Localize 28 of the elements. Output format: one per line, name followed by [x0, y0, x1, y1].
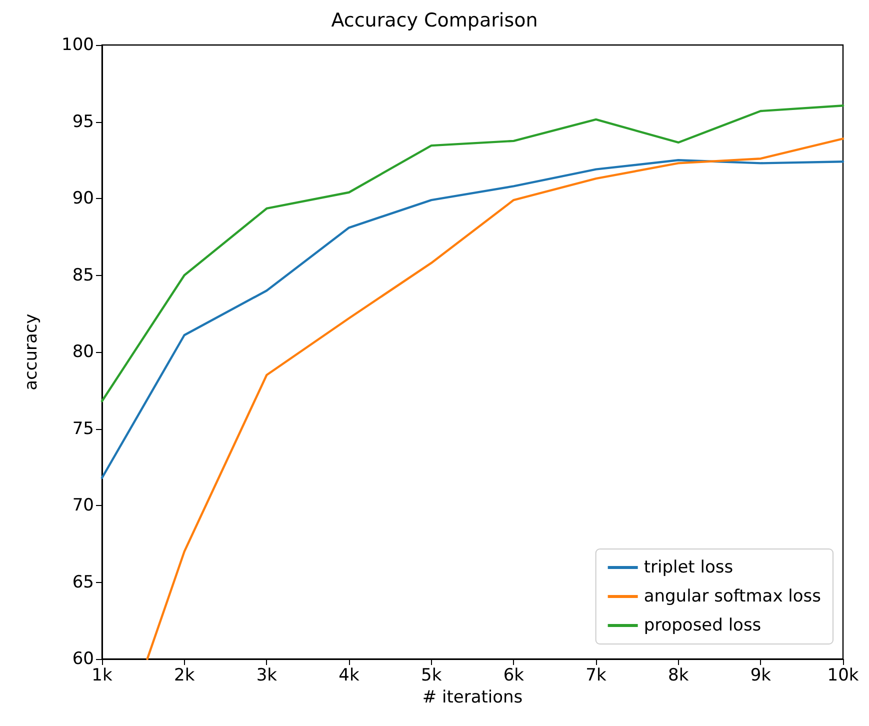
x-tick-label: 8k [668, 666, 689, 686]
x-tick-label: 9k [750, 666, 772, 686]
y-tick-label: 100 [62, 35, 94, 55]
legend-label: proposed loss [644, 616, 762, 636]
y-tick-label: 95 [72, 112, 94, 132]
x-tick-label: 1k [92, 666, 112, 686]
line-series [100, 159, 844, 479]
y-axis-title: accuracy [22, 314, 42, 390]
x-tick-label: 6k [503, 666, 524, 686]
y-tick-label: 60 [72, 649, 94, 669]
y-tick-label: 90 [72, 188, 94, 208]
chart-title: Accuracy Comparison [331, 10, 538, 32]
x-tick-label: 4k [338, 666, 360, 686]
x-tick-label: 10k [827, 666, 859, 686]
x-tick-label: 5k [420, 666, 442, 686]
legend-label: triplet loss [644, 558, 734, 578]
y-tick-label: 85 [72, 265, 94, 286]
line-series [146, 138, 844, 660]
line-series [100, 104, 844, 402]
y-tick-label: 65 [72, 572, 94, 592]
legend-label: angular softmax loss [644, 586, 822, 606]
x-tick-label: 3k [256, 666, 278, 686]
x-tick-label: 7k [586, 666, 606, 686]
y-tick-label: 80 [72, 342, 94, 362]
x-axis-title: # iterations [422, 688, 523, 708]
y-tick-label: 70 [72, 496, 94, 516]
x-tick-label: 2k [174, 666, 195, 686]
y-tick-label: 75 [72, 418, 94, 439]
